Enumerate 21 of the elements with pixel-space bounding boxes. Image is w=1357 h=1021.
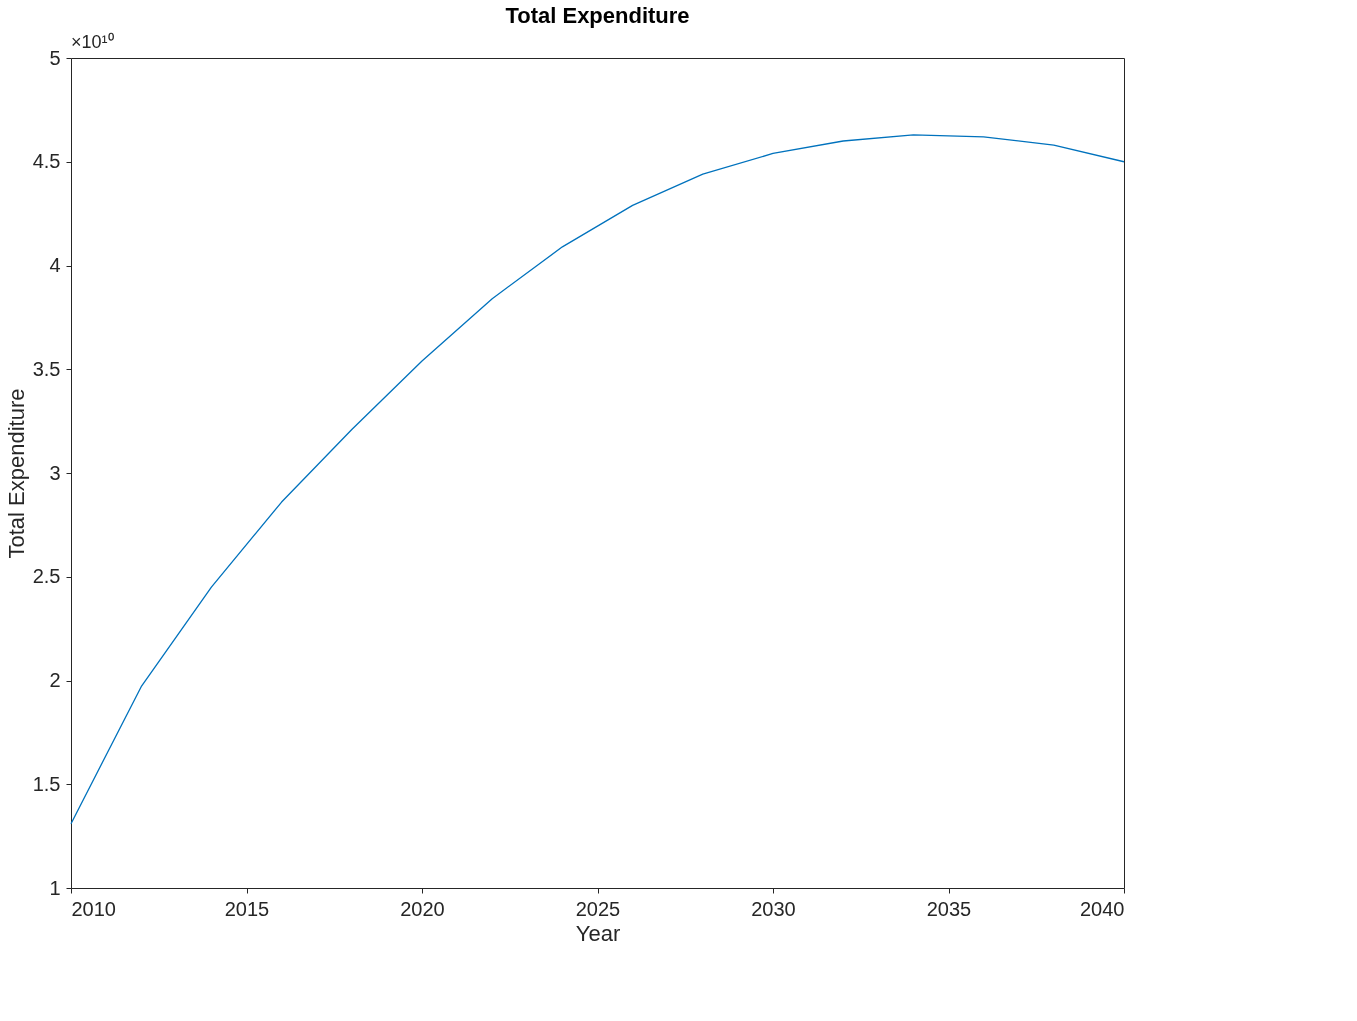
y-tick-label: 3.5: [32, 357, 61, 380]
x-tick-label: 2010: [71, 897, 116, 920]
x-tick-label: 2040: [1080, 897, 1125, 920]
x-axis-title: Year: [575, 920, 621, 946]
text: ×10¹⁰: [71, 32, 114, 52]
y-tick-label: 2: [49, 669, 61, 691]
y-tick-label: 4: [49, 254, 61, 276]
line-series: [70, 134, 1125, 825]
y-tick-label: 1: [49, 876, 61, 899]
x-tick-label: 2030: [751, 897, 796, 920]
x-tick-label: 2025: [575, 897, 621, 920]
x-tick-label: 2015: [224, 897, 270, 920]
y-tick-label: 1.5: [32, 772, 61, 795]
chart-title: Total Expenditure: [505, 3, 690, 28]
x-tick-label: 2020: [400, 897, 445, 920]
y-axis-title: Total Expenditure: [3, 388, 29, 559]
x-tick-label: 2035: [926, 897, 972, 920]
y-tick-label: 3: [49, 461, 61, 484]
y-tick-label: 5: [49, 46, 61, 69]
y-tick-label: 4.5: [32, 150, 61, 173]
y-tick-label: 2.5: [32, 565, 61, 588]
